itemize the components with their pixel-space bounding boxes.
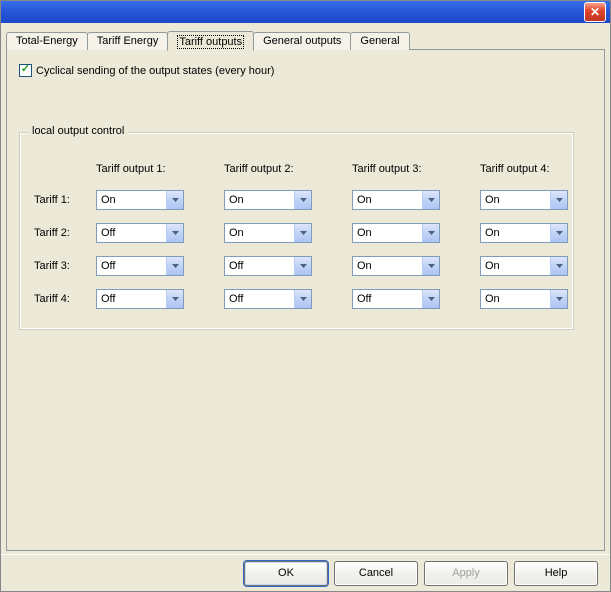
col-header: Tariff output 1:: [96, 163, 214, 177]
chevron-down-icon: [550, 290, 567, 308]
tab-tariff-energy[interactable]: Tariff Energy: [87, 32, 169, 50]
chevron-down-icon: [294, 290, 311, 308]
tariff3-output4-select[interactable]: On: [480, 256, 568, 276]
tariff2-output1-select[interactable]: Off: [96, 223, 184, 243]
dialog-window: ✕ Total-Energy Tariff Energy Tariff outp…: [0, 0, 611, 592]
combo-value: Off: [97, 224, 166, 242]
row-label: Tariff 2:: [34, 222, 86, 243]
tariff4-output1-select[interactable]: Off: [96, 289, 184, 309]
tab-label: General outputs: [263, 35, 341, 47]
chevron-down-icon: [294, 257, 311, 275]
col-header: Tariff output 3:: [352, 163, 470, 177]
tariff1-output2-select[interactable]: On: [224, 190, 312, 210]
tab-label: Total-Energy: [16, 35, 78, 47]
row-label: Tariff 4:: [34, 288, 86, 309]
row-label: Tariff 1:: [34, 189, 86, 210]
combo-value: Off: [97, 290, 166, 308]
tab-strip: Total-Energy Tariff Energy Tariff output…: [6, 29, 605, 50]
chevron-down-icon: [550, 257, 567, 275]
combo-value: On: [481, 224, 550, 242]
chevron-down-icon: [166, 224, 183, 242]
tariff4-output4-select[interactable]: On: [480, 289, 568, 309]
chevron-down-icon: [422, 290, 439, 308]
tab-total-energy[interactable]: Total-Energy: [6, 32, 88, 50]
chevron-down-icon: [422, 257, 439, 275]
cyclical-row: Cyclical sending of the output states (e…: [19, 64, 592, 77]
combo-value: On: [225, 191, 294, 209]
chevron-down-icon: [166, 257, 183, 275]
ok-button[interactable]: OK: [244, 561, 328, 586]
combo-value: On: [225, 224, 294, 242]
col-header: Tariff output 2:: [224, 163, 342, 177]
combo-value: Off: [97, 257, 166, 275]
chevron-down-icon: [422, 224, 439, 242]
help-button[interactable]: Help: [514, 561, 598, 586]
tariff1-output3-select[interactable]: On: [352, 190, 440, 210]
button-label: Cancel: [359, 567, 393, 579]
tariff4-output3-select[interactable]: Off: [352, 289, 440, 309]
combo-value: On: [481, 191, 550, 209]
chevron-down-icon: [166, 191, 183, 209]
tariff1-output4-select[interactable]: On: [480, 190, 568, 210]
grid-corner: [34, 163, 86, 177]
cyclical-checkbox[interactable]: [19, 64, 32, 77]
close-button[interactable]: ✕: [584, 2, 606, 22]
tariff3-output2-select[interactable]: Off: [224, 256, 312, 276]
tariff-output-grid: Tariff output 1: Tariff output 2: Tariff…: [34, 163, 559, 309]
chevron-down-icon: [550, 191, 567, 209]
tab-general[interactable]: General: [350, 32, 409, 50]
button-bar: OK Cancel Apply Help: [1, 554, 610, 591]
combo-value: On: [481, 257, 550, 275]
tab-label: General: [360, 35, 399, 47]
tariff1-output1-select[interactable]: On: [96, 190, 184, 210]
tariff4-output2-select[interactable]: Off: [224, 289, 312, 309]
combo-value: On: [353, 224, 422, 242]
client-area: Total-Energy Tariff Energy Tariff output…: [6, 29, 605, 551]
chevron-down-icon: [294, 191, 311, 209]
row-label: Tariff 3:: [34, 255, 86, 276]
groupbox-legend: local output control: [28, 125, 128, 137]
tariff2-output4-select[interactable]: On: [480, 223, 568, 243]
combo-value: On: [97, 191, 166, 209]
col-header: Tariff output 4:: [480, 163, 598, 177]
local-output-control-groupbox: local output control Tariff output 1: Ta…: [19, 132, 574, 330]
tariff3-output1-select[interactable]: Off: [96, 256, 184, 276]
cyclical-label[interactable]: Cyclical sending of the output states (e…: [36, 65, 274, 77]
button-label: OK: [278, 567, 294, 579]
chevron-down-icon: [166, 290, 183, 308]
tariff2-output2-select[interactable]: On: [224, 223, 312, 243]
combo-value: On: [353, 257, 422, 275]
combo-value: Off: [225, 290, 294, 308]
apply-button[interactable]: Apply: [424, 561, 508, 586]
combo-value: On: [353, 191, 422, 209]
chevron-down-icon: [422, 191, 439, 209]
button-label: Apply: [452, 567, 480, 579]
close-icon: ✕: [590, 6, 600, 18]
combo-value: On: [481, 290, 550, 308]
tab-label: Tariff Energy: [97, 35, 159, 47]
cancel-button[interactable]: Cancel: [334, 561, 418, 586]
tab-general-outputs[interactable]: General outputs: [253, 32, 351, 50]
title-bar: ✕: [1, 1, 610, 23]
combo-value: Off: [225, 257, 294, 275]
button-label: Help: [545, 567, 568, 579]
tab-tariff-outputs[interactable]: Tariff outputs: [167, 31, 254, 51]
tariff3-output3-select[interactable]: On: [352, 256, 440, 276]
chevron-down-icon: [294, 224, 311, 242]
tariff2-output3-select[interactable]: On: [352, 223, 440, 243]
combo-value: Off: [353, 290, 422, 308]
tab-label: Tariff outputs: [177, 35, 244, 49]
tab-panel: Cyclical sending of the output states (e…: [6, 49, 605, 551]
chevron-down-icon: [550, 224, 567, 242]
